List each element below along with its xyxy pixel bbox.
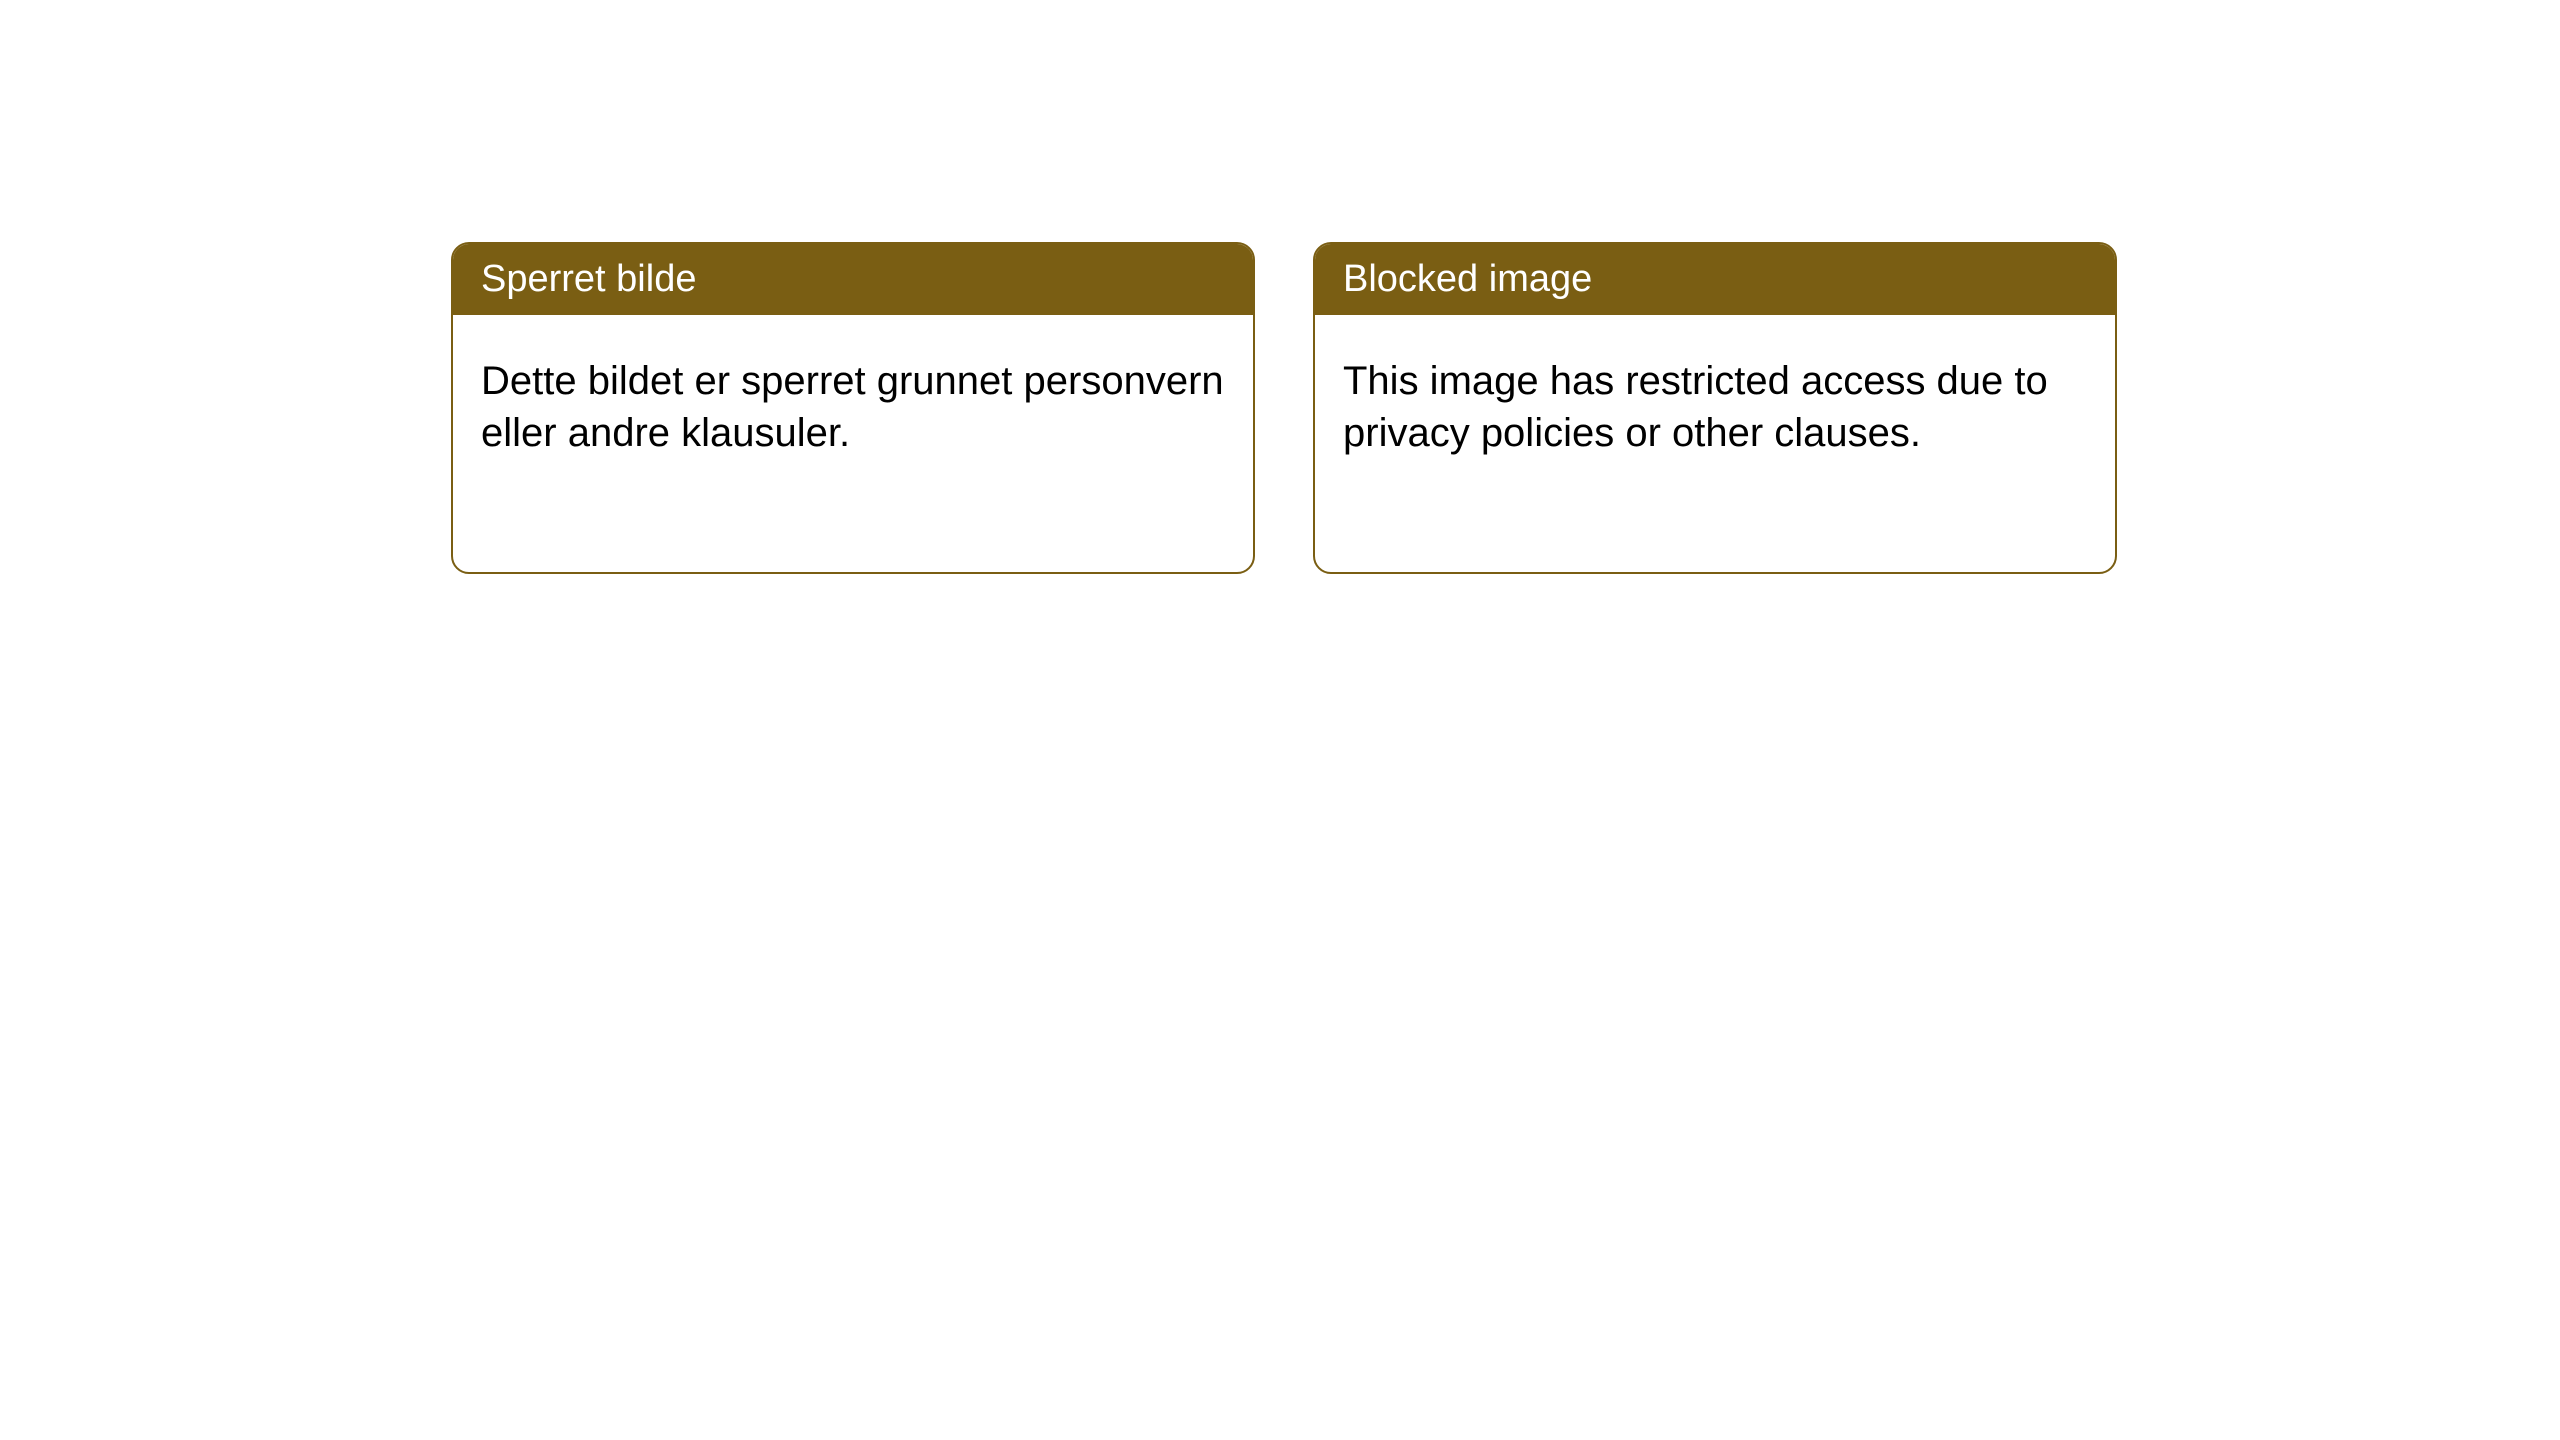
notice-cards-container: Sperret bilde Dette bildet er sperret gr… <box>451 242 2117 574</box>
notice-card-english: Blocked image This image has restricted … <box>1313 242 2117 574</box>
card-body-text: This image has restricted access due to … <box>1343 359 2048 455</box>
card-title: Sperret bilde <box>481 258 696 300</box>
notice-card-norwegian: Sperret bilde Dette bildet er sperret gr… <box>451 242 1255 574</box>
card-body: This image has restricted access due to … <box>1315 315 2115 499</box>
card-header: Blocked image <box>1315 244 2115 315</box>
card-body-text: Dette bildet er sperret grunnet personve… <box>481 359 1224 455</box>
card-header: Sperret bilde <box>453 244 1253 315</box>
card-body: Dette bildet er sperret grunnet personve… <box>453 315 1253 499</box>
card-title: Blocked image <box>1343 258 1592 300</box>
